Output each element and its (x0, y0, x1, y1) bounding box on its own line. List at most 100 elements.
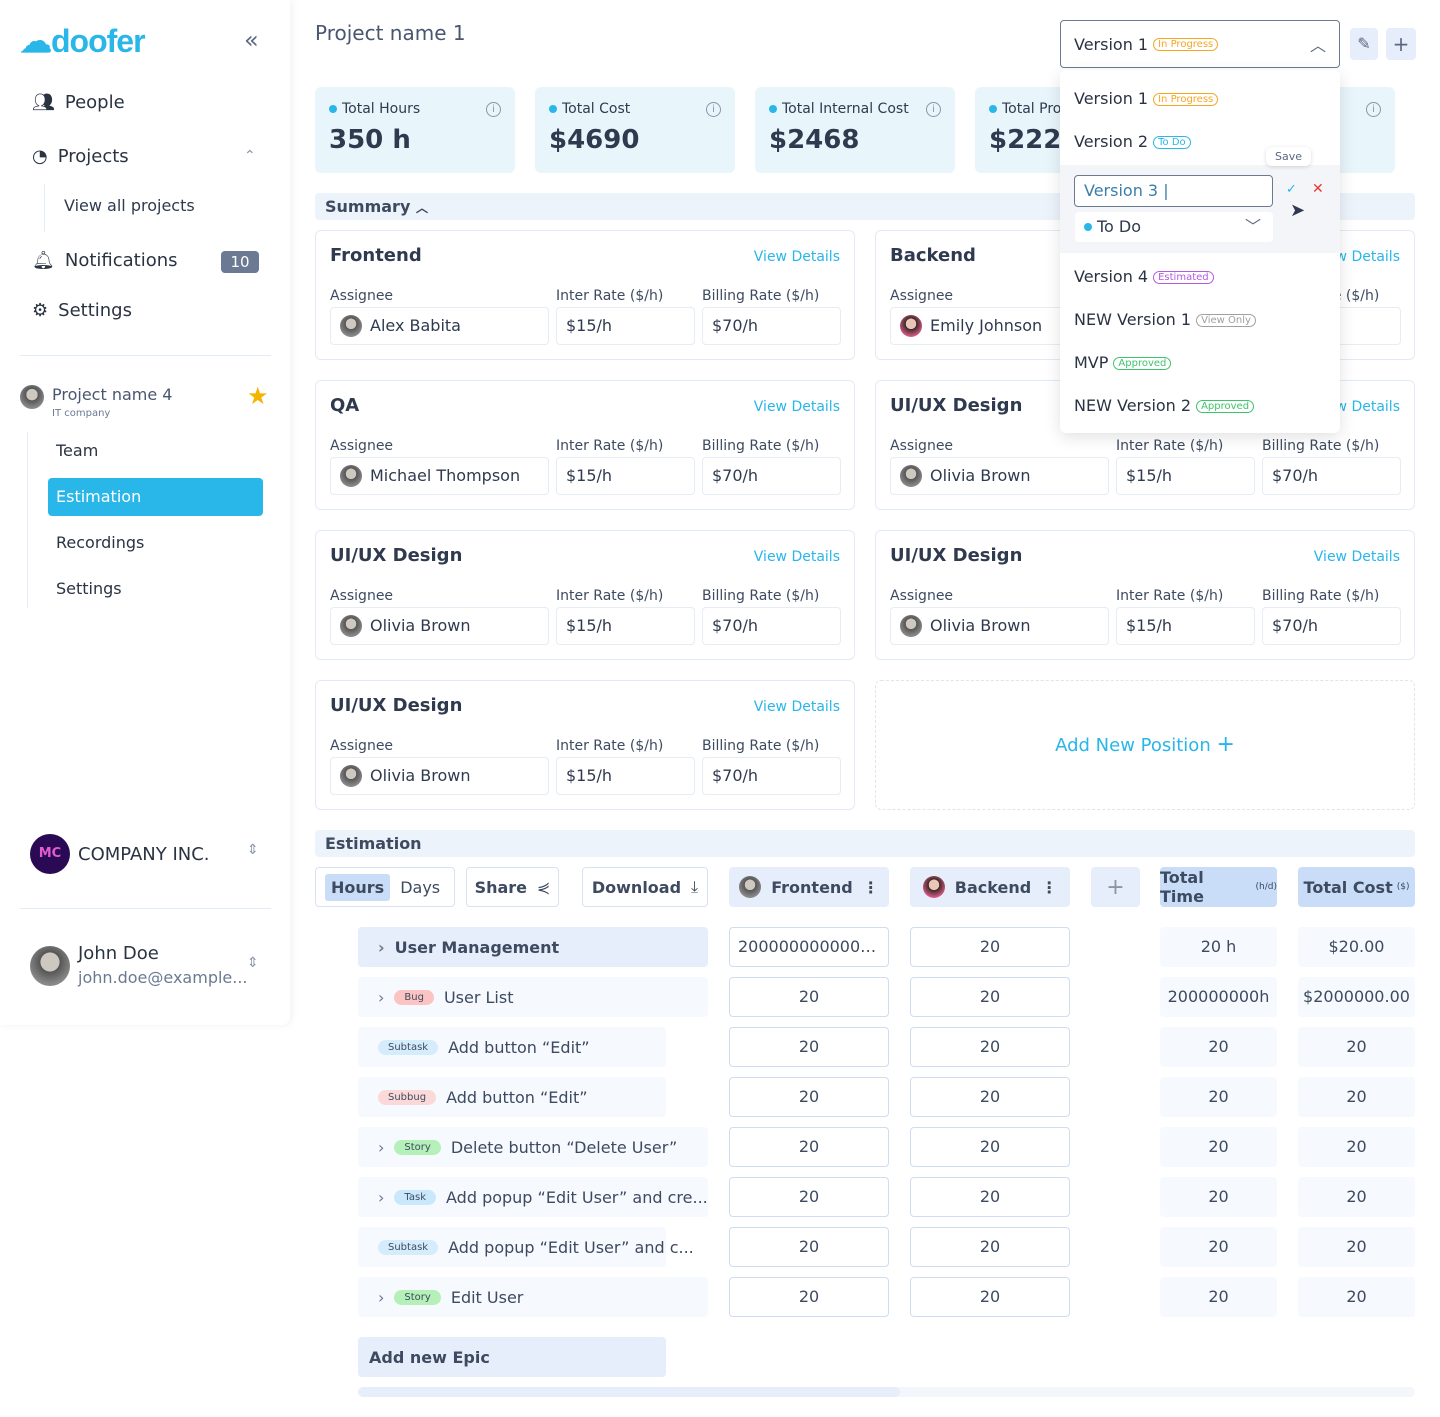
backend-hours-input[interactable]: 20 (910, 977, 1070, 1017)
days-toggle[interactable]: Days (400, 877, 441, 897)
star-icon[interactable]: ★ (247, 382, 269, 410)
assignee-field[interactable]: Olivia Brown (330, 757, 549, 795)
info-icon[interactable]: i (1366, 102, 1381, 117)
frontend-hours-input[interactable]: 20 (729, 1077, 889, 1117)
inter-rate-field[interactable]: $15/h (556, 457, 695, 495)
assignee-field[interactable]: Olivia Brown (330, 607, 549, 645)
frontend-hours-input[interactable]: 20 (729, 1127, 889, 1167)
inter-rate-field[interactable]: $15/h (556, 757, 695, 795)
version-option[interactable]: NEW Version 1 View Only (1074, 310, 1256, 329)
chevron-right-icon[interactable]: › (378, 987, 385, 1007)
view-details-link[interactable]: View Details (753, 549, 840, 565)
frontend-hours-input[interactable]: 20 (729, 1027, 889, 1067)
add-new-position-button[interactable]: Add New Position + (875, 680, 1415, 810)
close-icon[interactable]: ✕ (1312, 181, 1324, 197)
billing-rate-field[interactable]: $70/h (1262, 457, 1401, 495)
add-new-epic-button[interactable]: Add new Epic (358, 1337, 666, 1377)
chevron-right-icon[interactable]: › (378, 1287, 385, 1307)
task-row[interactable]: Subtask Add button “Edit” (358, 1027, 666, 1067)
view-details-link[interactable]: View Details (753, 249, 840, 265)
info-icon[interactable]: i (706, 102, 721, 117)
download-button[interactable]: Download ⤓ (582, 867, 708, 907)
share-button[interactable]: Share ⋞ (466, 867, 559, 907)
info-icon[interactable]: i (486, 102, 501, 117)
version-option[interactable]: Version 1 In Progress (1074, 89, 1219, 108)
project-item-settings[interactable]: Settings (56, 579, 122, 598)
chevron-right-icon[interactable]: › (378, 1187, 385, 1207)
frontend-hours-input[interactable]: 20 (729, 977, 889, 1017)
billing-rate-field[interactable]: $70/h (702, 307, 841, 345)
horizontal-scrollbar[interactable] (358, 1387, 1415, 1397)
billing-rate-field[interactable]: $70/h (1262, 607, 1401, 645)
project-name[interactable]: Project name 4 (52, 385, 173, 404)
column-backend[interactable]: Backend ⋮ (910, 867, 1070, 907)
inter-rate-field[interactable]: $15/h (1116, 607, 1255, 645)
assignee-field[interactable]: Olivia Brown (890, 607, 1109, 645)
sidebar-item-projects[interactable]: ◔ Projects (32, 146, 129, 167)
version-option[interactable]: MVP Approved (1074, 353, 1172, 372)
inter-rate-field[interactable]: $15/h (1116, 457, 1255, 495)
task-row[interactable]: Subtask Add popup “Edit User” and c... (358, 1227, 694, 1267)
hours-toggle[interactable]: Hours (325, 873, 391, 901)
plus-icon[interactable]: + (1386, 28, 1416, 60)
frontend-hours-input[interactable]: 20 (729, 1177, 889, 1217)
billing-rate-field[interactable]: $70/h (702, 757, 841, 795)
task-row[interactable]: › Story Delete button “Delete User” (358, 1127, 708, 1167)
edit-icon[interactable]: ✎ (1350, 28, 1378, 60)
backend-hours-input[interactable]: 20 (910, 927, 1070, 967)
frontend-hours-input[interactable]: 20 (729, 1227, 889, 1267)
backend-hours-input[interactable]: 20 (910, 1227, 1070, 1267)
version-select[interactable]: Version 1 In Progress ︿ (1060, 20, 1340, 68)
add-column-button[interactable]: + (1091, 867, 1140, 907)
view-details-link[interactable]: View Details (753, 399, 840, 415)
version-option[interactable]: Version 4 Estimated (1074, 267, 1214, 286)
inter-rate-field[interactable]: $15/h (556, 607, 695, 645)
backend-hours-input[interactable]: 20 (910, 1277, 1070, 1317)
switch-company-icon[interactable]: ⇕ (247, 842, 259, 858)
assignee-field[interactable]: Michael Thompson (330, 457, 549, 495)
backend-hours-input[interactable]: 20 (910, 1177, 1070, 1217)
task-row[interactable]: › Story Edit User (358, 1277, 708, 1317)
frontend-hours-input[interactable]: 20 (729, 1277, 889, 1317)
collapse-sidebar-icon[interactable]: « (244, 26, 259, 54)
version-option[interactable]: Version 2 To Do (1074, 132, 1191, 151)
chevron-up-icon[interactable]: ⌃ (244, 148, 256, 164)
sidebar-item-view-all-projects[interactable]: View all projects (64, 196, 195, 215)
project-item-team[interactable]: Team (56, 441, 99, 460)
switch-user-icon[interactable]: ⇕ (247, 955, 259, 971)
version-name-input[interactable]: Version 3 | (1074, 175, 1273, 207)
task-row[interactable]: Subbug Add button “Edit” (358, 1077, 666, 1117)
check-icon[interactable]: ✓ (1286, 182, 1297, 197)
total-time-cell: 20 (1160, 1277, 1277, 1317)
task-type-tag: Bug (394, 989, 434, 1005)
backend-hours-input[interactable]: 20 (910, 1027, 1070, 1067)
inter-rate-field[interactable]: $15/h (556, 307, 695, 345)
sidebar-item-notifications[interactable]: 🔔︎ Notifications (32, 250, 178, 271)
project-item-recordings[interactable]: Recordings (56, 533, 145, 552)
chevron-right-icon[interactable]: › (378, 937, 385, 957)
frontend-hours-input[interactable]: 2000000000000... (729, 927, 889, 967)
task-row[interactable]: › User Management (358, 927, 708, 967)
column-frontend[interactable]: Frontend ⋮ (729, 867, 889, 907)
project-item-estimation[interactable]: Estimation (48, 478, 263, 516)
task-row[interactable]: › Task Add popup “Edit User” and cre... (358, 1177, 708, 1217)
sidebar-item-settings[interactable]: ⚙ Settings (32, 300, 132, 321)
assignee-field[interactable]: Alex Babita (330, 307, 549, 345)
sidebar-item-people[interactable]: 👥︎ People (32, 92, 125, 113)
backend-hours-input[interactable]: 20 (910, 1127, 1070, 1167)
billing-rate-field[interactable]: $70/h (702, 457, 841, 495)
doofer-logo[interactable]: ☁doofer (20, 23, 146, 59)
status-select[interactable]: To Do ﹀ (1075, 212, 1273, 242)
billing-rate-field[interactable]: $70/h (702, 607, 841, 645)
assignee-field[interactable]: Olivia Brown (890, 457, 1109, 495)
backend-hours-input[interactable]: 20 (910, 1077, 1070, 1117)
view-details-link[interactable]: View Details (1313, 549, 1400, 565)
assignee-field[interactable]: Emily Johnson (890, 307, 1109, 345)
chevron-right-icon[interactable]: › (378, 1137, 385, 1157)
info-icon[interactable]: i (926, 102, 941, 117)
task-row[interactable]: › Bug User List (358, 977, 708, 1017)
company-name[interactable]: COMPANY INC. (78, 844, 210, 865)
version-option[interactable]: NEW Version 2 Approved (1074, 396, 1255, 415)
scrollbar-thumb[interactable] (358, 1387, 900, 1397)
view-details-link[interactable]: View Details (753, 699, 840, 715)
